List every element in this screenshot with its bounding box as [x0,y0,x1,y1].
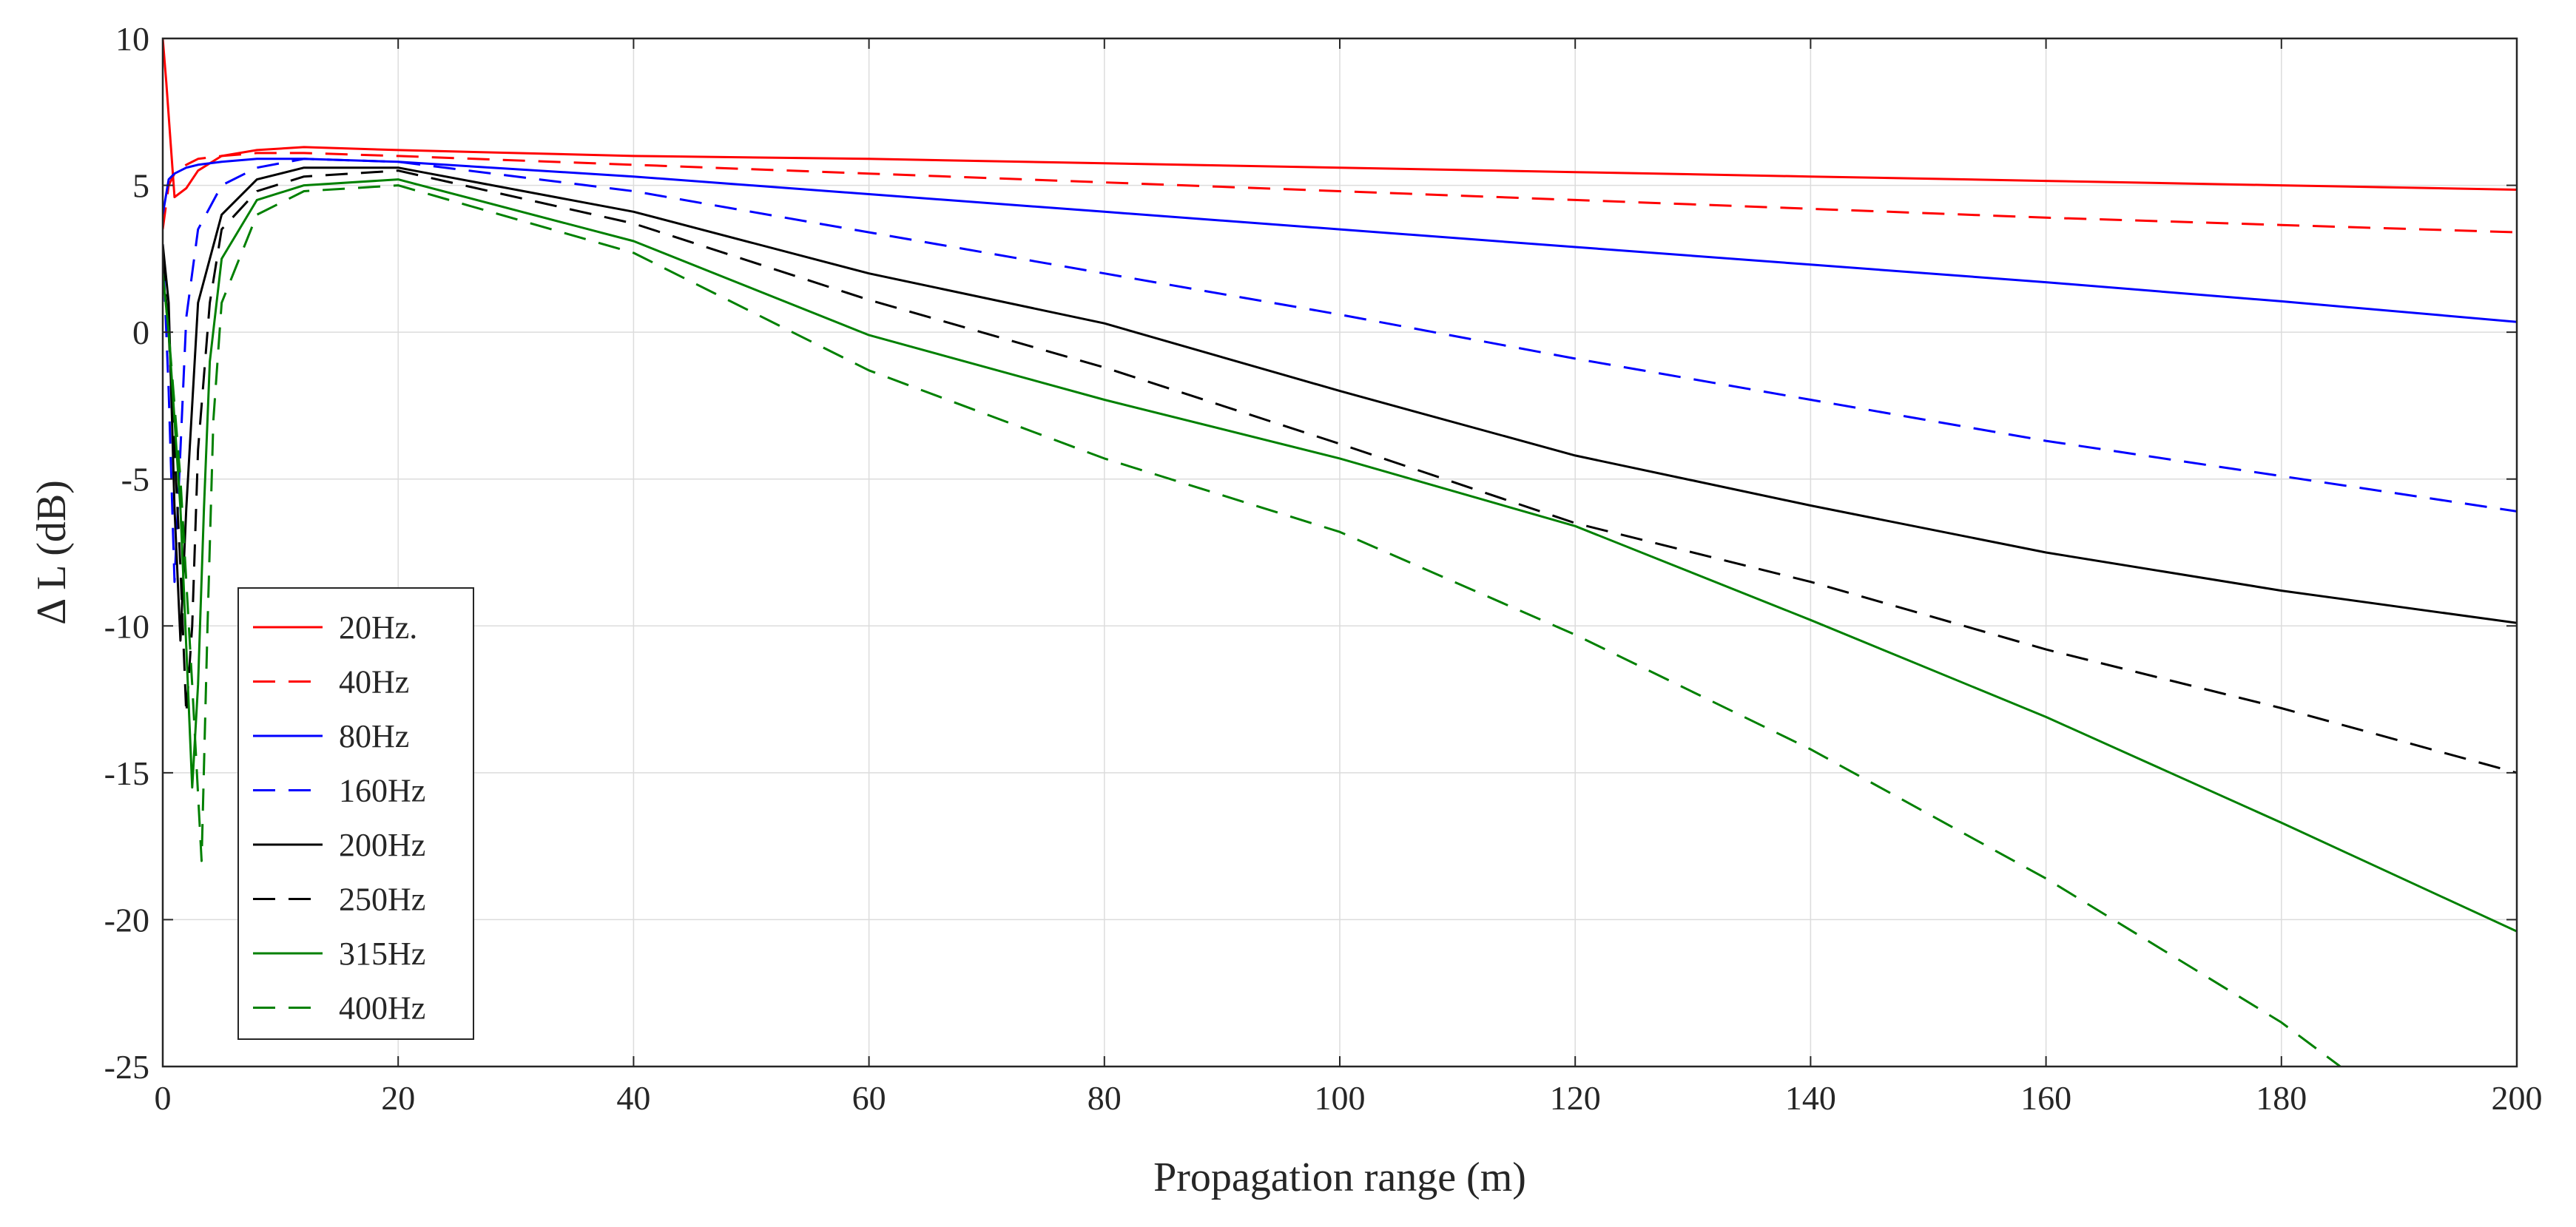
x-tick-label: 120 [1550,1079,1601,1117]
x-axis-label: Propagation range (m) [1153,1155,1526,1200]
axis-ticks: 0 20 40 60 80 100 120 140 160 180 200 10 5 0 -5 -10 -15 -… [104,20,2543,1117]
x-tick-label: 20 [381,1079,415,1117]
series-line-315hz [163,178,2517,933]
y-tick-label: -20 [104,901,149,939]
legend-label: 200Hz [339,827,425,863]
series-line-20hz [163,38,2517,198]
series-line-200hz [163,166,2517,642]
series-line-80hz [163,158,2517,323]
legend-label: 40Hz [339,664,409,700]
x-tick-label: 200 [2492,1079,2543,1117]
y-tick-label: -10 [104,607,149,645]
legend-label: 80Hz [339,718,409,754]
x-tick-label: 60 [852,1079,886,1117]
legend: 20Hz. 40Hz 80Hz 160Hz 200Hz 250Hz 315Hz 400Hz [237,587,474,1040]
y-axis-label: Δ L (dB) [29,480,75,625]
x-tick-label: 80 [1088,1079,1122,1117]
x-tick-label: 0 [155,1079,172,1117]
y-tick-label: 5 [132,167,149,205]
series-line-250hz [163,169,2517,774]
x-tick-label: 180 [2256,1079,2307,1117]
y-tick-label: 0 [132,314,149,351]
y-tick-label: -15 [104,754,149,792]
y-tick-label: -5 [121,461,149,498]
x-tick-label: 40 [616,1079,650,1117]
series-line-160hz [163,158,2517,584]
legend-label: 400Hz [339,990,425,1027]
legend-label: 315Hz [339,936,425,972]
x-tick-label: 140 [1785,1079,1836,1117]
y-tick-label: -25 [104,1048,149,1086]
series-line-40hz [163,152,2517,234]
legend-label: 20Hz. [339,609,417,646]
legend-label: 160Hz [339,773,425,809]
legend-box [237,587,474,1040]
x-tick-label: 160 [2020,1079,2071,1117]
series-lines [163,38,2517,1067]
x-tick-label: 100 [1315,1079,1366,1117]
y-tick-label: 10 [115,20,149,58]
series-line-400hz [163,184,2341,1067]
legend-label: 250Hz [339,882,425,918]
